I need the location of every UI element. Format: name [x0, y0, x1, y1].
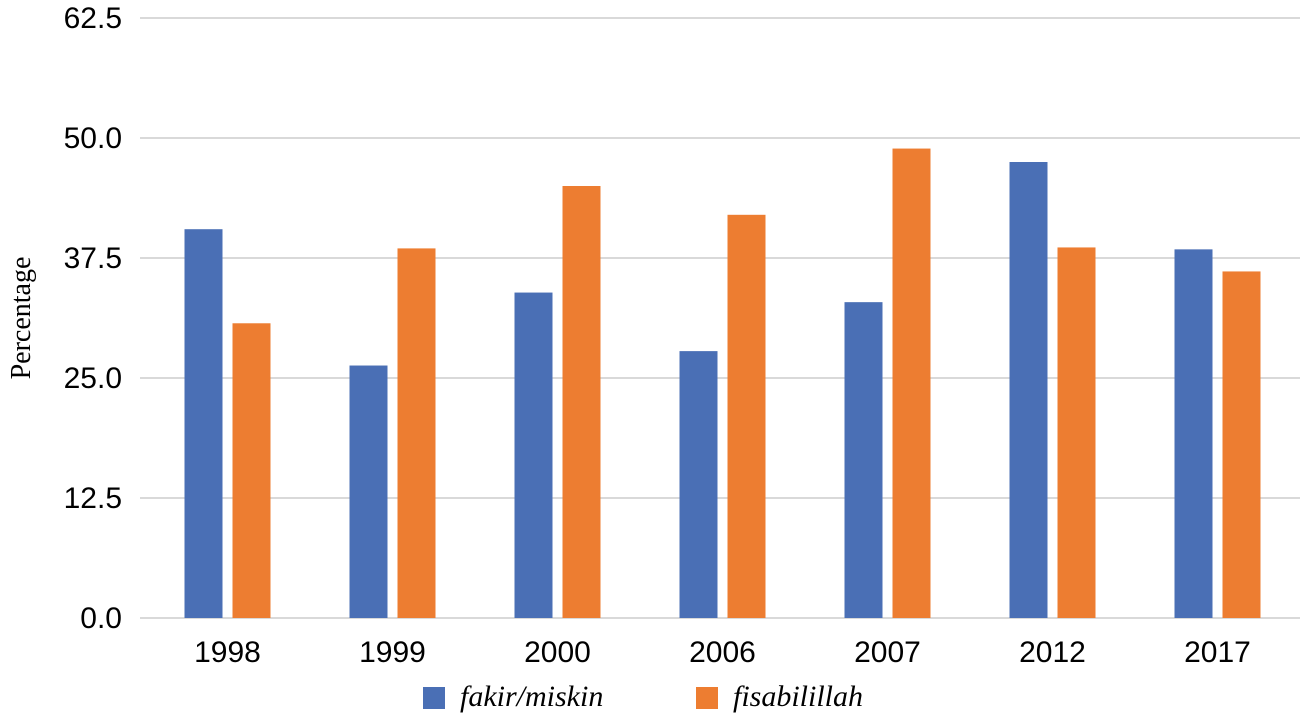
y-tick-label: 62.5	[64, 2, 122, 35]
bar-fisabilillah-2006	[727, 214, 766, 619]
legend-swatch	[696, 687, 718, 709]
y-tick-label: 25.0	[64, 362, 122, 395]
y-axis-title: Percentage	[6, 257, 37, 380]
y-tick-labels: 0.0 12.5 25.0 37.5 50.0 62.5	[64, 2, 122, 635]
bars	[184, 148, 1261, 619]
legend-label: fisabilillah	[733, 680, 863, 713]
bar-fisabilillah-2017	[1222, 271, 1261, 618]
y-tick-label: 12.5	[64, 482, 122, 515]
x-tick-label: 2007	[854, 636, 921, 669]
x-tick-label: 1998	[194, 636, 261, 669]
bar-fakir-miskin-2007	[844, 302, 883, 618]
x-tick-label: 1999	[359, 636, 426, 669]
y-tick-label: 37.5	[64, 242, 122, 275]
x-tick-labels: 1998 1999 2000 2006 2007 2012 2017	[194, 636, 1251, 669]
bar-fakir-miskin-1999	[349, 365, 388, 618]
x-tick-label: 2017	[1184, 636, 1251, 669]
bar-fakir-miskin-2000	[514, 292, 553, 618]
bar-fakir-miskin-1998	[184, 229, 223, 618]
bar-fisabilillah-2000	[562, 186, 601, 618]
x-tick-label: 2012	[1019, 636, 1086, 669]
legend-swatch	[423, 687, 445, 709]
bar-fisabilillah-1999	[397, 248, 436, 618]
legend-label: fakir/miskin	[460, 680, 603, 713]
x-tick-label: 2006	[689, 636, 756, 669]
bar-fisabilillah-2012	[1057, 247, 1096, 618]
legend: fakir/miskin fisabilillah	[423, 680, 863, 713]
bar-fakir-miskin-2012	[1009, 162, 1048, 618]
bar-fakir-miskin-2006	[679, 351, 718, 618]
bar-fisabilillah-2007	[892, 148, 931, 618]
gridlines	[140, 17, 1300, 619]
y-tick-label: 0.0	[80, 602, 122, 635]
bar-fakir-miskin-2017	[1174, 249, 1213, 619]
x-tick-label: 2000	[524, 636, 591, 669]
bar-fisabilillah-1998	[232, 323, 271, 618]
y-tick-label: 50.0	[64, 122, 122, 155]
